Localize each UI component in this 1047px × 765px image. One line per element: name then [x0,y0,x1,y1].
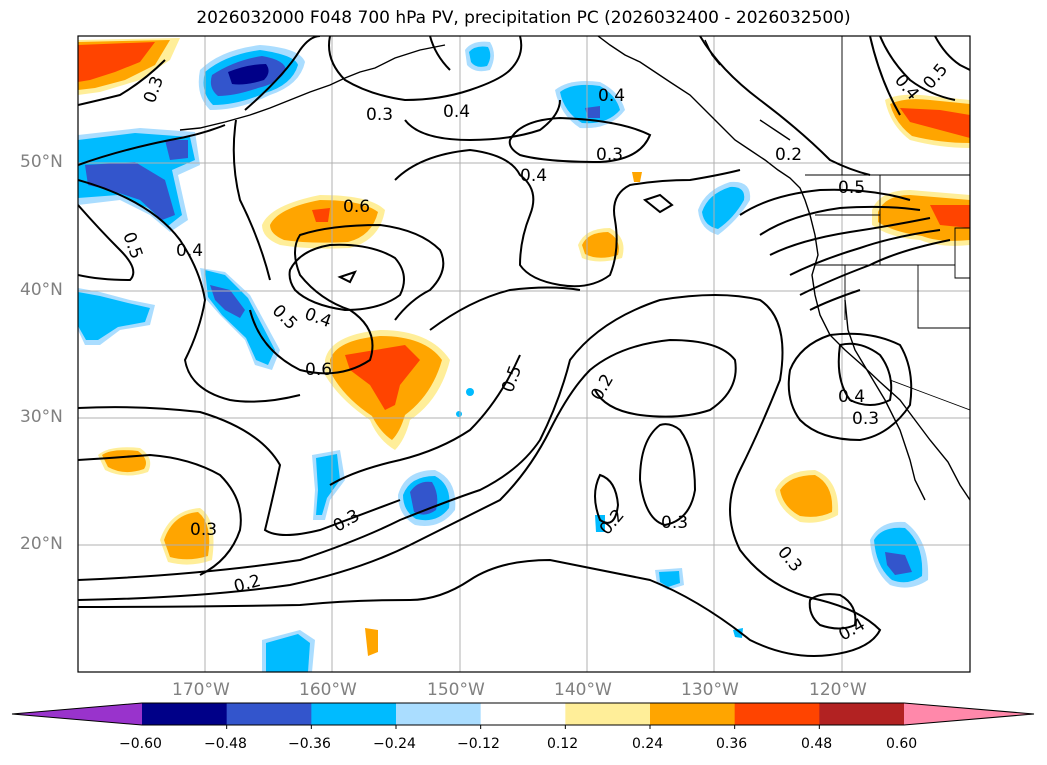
colorbar-extend-low [12,703,142,725]
contour-label: 0.4 [598,86,625,106]
political-borders [805,36,970,411]
contour-label: 0.5 [838,178,865,198]
lat-label-50n: 50°N [20,152,63,172]
colorbar-bin [650,703,736,725]
colorbar-bin [396,703,482,725]
colorbar-extend-high [904,703,1034,725]
colorbar-tick-label: −0.60 [119,736,162,752]
colorbar-tick-label: −0.24 [373,736,416,752]
lat-label-40n: 40°N [20,280,63,300]
map-title: 2026032000 F048 700 hPa PV, precipitatio… [196,8,851,28]
contour-label: 0.4 [838,387,865,407]
lon-label-120w: 120°W [809,680,867,700]
colorbar-tick-label: 0.12 [547,736,579,752]
contour-label: 0.4 [520,166,547,186]
colorbar-outline [11,702,1035,726]
lon-label-140w: 140°W [554,680,612,700]
precip-fills [78,38,970,672]
map-frame-bg [78,36,970,672]
pv-contours [78,36,970,657]
contour-label: 0.3 [190,520,217,540]
coastline [179,36,970,501]
colorbar-bin [734,703,820,725]
contour-label: 0.4 [176,241,203,261]
colorbar-bin [142,703,228,725]
colorbar-bin [311,703,397,725]
colorbar-tick-label: 0.24 [632,736,664,752]
colorbar-tick-label: 0.48 [801,736,833,752]
contour-label: 0.3 [852,409,879,429]
colorbar-bin [565,703,651,725]
colorbar-tick-label: 0.36 [716,736,748,752]
contour-label: 0.3 [661,513,688,533]
colorbar [11,702,1035,729]
contour-label: 0.6 [305,360,332,380]
lon-label-170w: 170°W [172,680,230,700]
lat-label-20n: 20°N [20,534,63,554]
contour-label: 0.3 [596,145,623,165]
contour-label: 0.6 [343,197,370,217]
colorbar-tick-label: −0.48 [204,736,247,752]
lat-label-30n: 30°N [20,407,63,427]
colorbar-bin [226,703,312,725]
graticule [78,36,970,672]
lon-label-150w: 150°W [427,680,485,700]
map-frame-border [77,35,971,673]
lon-label-130w: 130°W [681,680,739,700]
colorbar-bin [480,703,566,725]
colorbar-tick-label: −0.12 [457,736,500,752]
colorbar-tick-label: 0.60 [886,736,918,752]
contour-label: 0.4 [443,102,470,122]
colorbar-bin [819,703,905,725]
contour-label: 0.2 [775,145,802,165]
lon-label-160w: 160°W [299,680,357,700]
contour-label: 0.3 [366,105,393,125]
colorbar-tick-label: −0.36 [288,736,331,752]
